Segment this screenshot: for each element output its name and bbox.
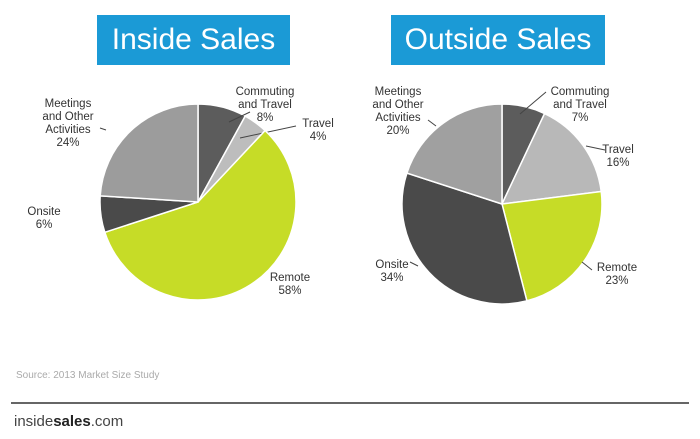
data-label-line: Onsite (375, 259, 409, 271)
data-label-line: Activities (45, 124, 91, 136)
leader-line (239, 125, 297, 139)
data-label: Travel 16% (602, 144, 634, 170)
data-label: Onsite 6% (27, 206, 60, 232)
pie-slice-remote (103, 129, 297, 301)
data-label-line: 4% (309, 131, 327, 143)
insidesales-logo: insidesales.com (14, 413, 124, 430)
data-label-line: Commuting (550, 86, 610, 98)
leader-line (581, 261, 593, 271)
data-label: Meetings and Other Activities 20% (372, 86, 423, 138)
data-label-line: 58% (278, 285, 302, 297)
leader-line (409, 261, 419, 267)
data-label-line: Onsite (27, 206, 61, 218)
pie-slice-travel (500, 112, 603, 205)
data-label-line: Meetings (44, 98, 92, 110)
data-label-line: 24% (56, 137, 80, 149)
pie-slice-onsite (401, 172, 528, 305)
data-label-line: Remote (596, 262, 638, 274)
data-label: Onsite 34% (375, 259, 408, 285)
data-label-line: Meetings (374, 86, 422, 98)
data-label-line: 20% (386, 125, 410, 137)
data-label-line: and Other (372, 99, 424, 111)
data-label: Remote 58% (270, 272, 310, 298)
leader-line (519, 91, 547, 115)
data-label-line: and Other (42, 111, 94, 123)
leader-line (99, 127, 107, 131)
pie-slice-meetings-and-other-activities (405, 103, 503, 206)
data-label-line: Activities (375, 112, 421, 124)
data-label-line: 16% (606, 157, 630, 169)
data-label-line: and Travel (553, 99, 607, 111)
data-label-line: Travel (602, 144, 634, 156)
data-label-line: 8% (256, 112, 274, 124)
data-label-line: Remote (269, 272, 311, 284)
data-label: Commuting and Travel 7% (551, 86, 610, 125)
pie-slice-remote (501, 190, 603, 302)
data-label-line: Commuting (235, 86, 295, 98)
source-note: Source: 2013 Market Size Study (16, 370, 160, 381)
leader-line (427, 119, 437, 127)
data-label-line: 34% (380, 272, 404, 284)
data-label-line: and Travel (238, 99, 292, 111)
inside-sales-title: Inside Sales (97, 15, 290, 65)
pie-slice-meetings-and-other-activities (99, 103, 199, 203)
data-label: Travel 4% (302, 118, 334, 144)
data-label-line: 6% (35, 219, 53, 231)
leader-line (228, 111, 251, 123)
data-label: Remote 23% (597, 262, 637, 288)
data-label: Commuting and Travel 8% (236, 86, 295, 125)
footer-divider (11, 402, 689, 404)
data-label-line: Travel (302, 118, 334, 130)
data-label-line: 23% (605, 275, 629, 287)
data-label-line: 7% (571, 112, 589, 124)
data-label: Meetings and Other Activities 24% (42, 98, 93, 150)
outside-sales-title: Outside Sales (391, 15, 605, 65)
leader-line (585, 145, 606, 151)
